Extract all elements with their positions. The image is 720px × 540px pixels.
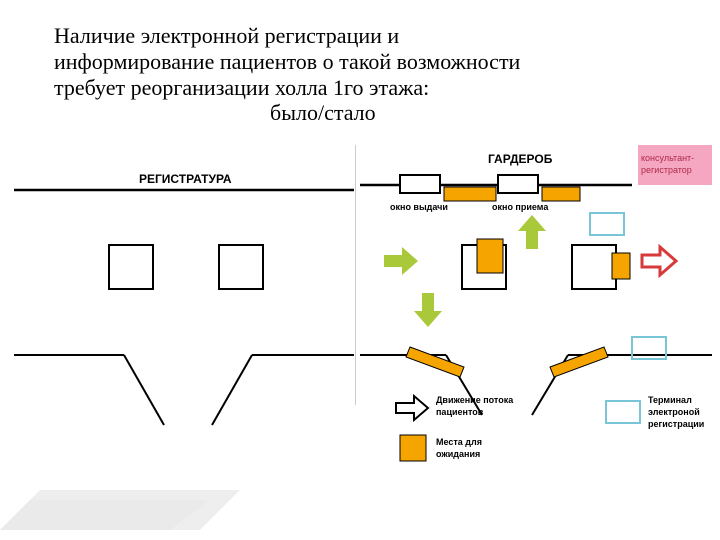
right-plan: ГАРДЕРОБ консультант- регистратор окно в… <box>360 145 712 525</box>
left-plan: РЕГИСТРАТУРА <box>14 145 354 525</box>
legend-flow-1: Движение потока <box>436 395 514 405</box>
legend-waiting-2: ожидания <box>436 449 480 459</box>
plan-divider <box>355 145 356 405</box>
arrow-green-right-icon <box>384 247 418 275</box>
legend-waiting-icon <box>400 435 426 461</box>
arrow-green-up-icon <box>518 215 546 249</box>
legend-terminal-2: электроной <box>648 407 700 417</box>
legend-waiting-1: Места для <box>436 437 482 447</box>
consultant-label-2: регистратор <box>641 165 692 175</box>
right-title: ГАРДЕРОБ <box>488 152 553 166</box>
left-title: РЕГИСТРАТУРА <box>139 172 232 186</box>
arrow-red-right-icon <box>642 247 676 275</box>
terminal-1 <box>590 213 624 235</box>
legend-terminal-1: Терминал <box>648 395 692 405</box>
window-out-label: окно выдачи <box>390 202 448 212</box>
decor-stripes <box>0 480 260 540</box>
title-line-3: требует реорганизации холла 1го этажа: <box>54 74 429 102</box>
legend-terminal-3: регистрации <box>648 419 704 429</box>
legend-flow-icon <box>396 396 428 420</box>
arrow-green-down-icon <box>414 293 442 327</box>
title-line-1: Наличие электронной регистрации и <box>54 22 399 50</box>
legend-flow-2: пациентов <box>436 407 484 417</box>
window-in-label: окно приема <box>492 202 549 212</box>
legend-terminal-icon <box>606 401 640 423</box>
subtitle: было/стало <box>270 100 376 126</box>
title-line-2: информирование пациентов о такой возможн… <box>54 48 520 76</box>
consultant-label-1: консультант- <box>641 153 694 163</box>
